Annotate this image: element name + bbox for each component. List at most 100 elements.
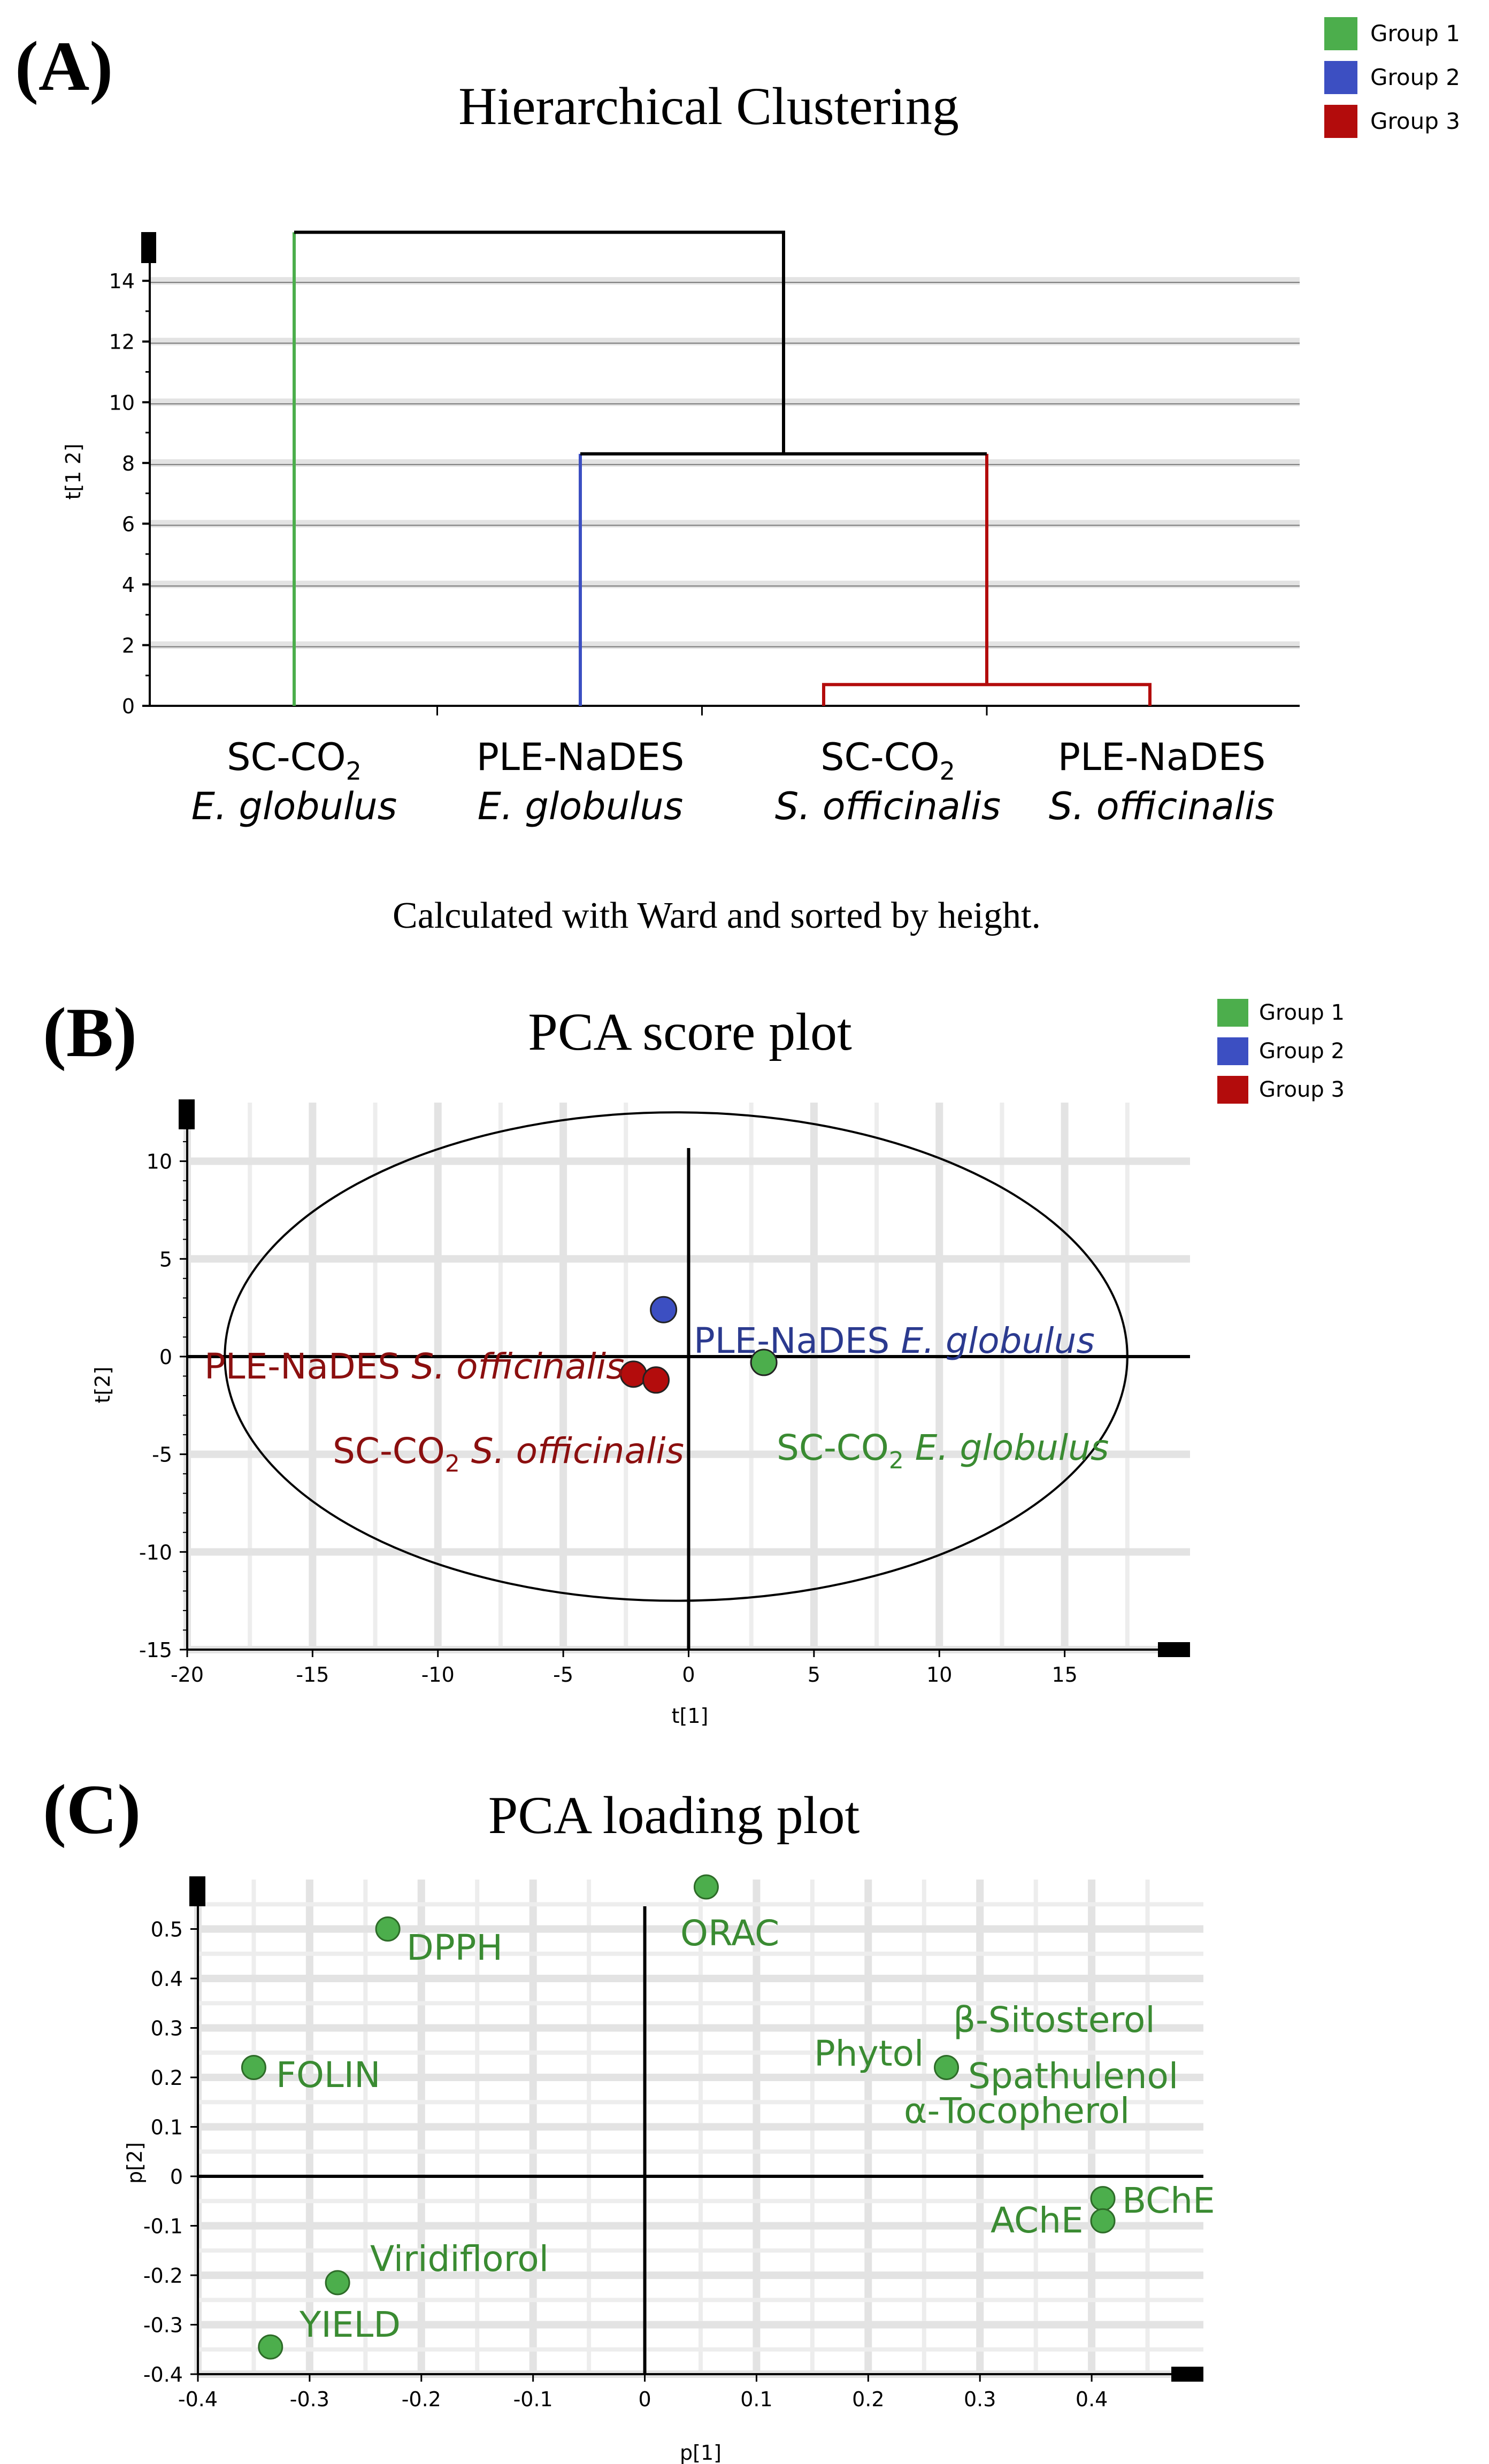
loading-plot-x-label: p[1] <box>680 2441 722 2464</box>
loading-label-dpph: DPPH <box>406 1927 503 1968</box>
category-1-species: E. globulus <box>478 784 684 828</box>
loading-point-3 <box>934 2055 960 2080</box>
loading-point-4 <box>1090 2186 1116 2212</box>
load-ytick-label-2: -0.2 <box>143 2264 183 2288</box>
loading-plot-y-label: p[2] <box>123 2142 147 2184</box>
legend-b-label-group-1: Group 1 <box>1259 1000 1345 1025</box>
dendro-ytick-label-3: 6 <box>122 512 135 536</box>
legend-b-label-group-3: Group 3 <box>1259 1077 1345 1102</box>
dendro-gridband-3 <box>150 520 1300 528</box>
label-sc-so-species: S. officinalis <box>460 1430 684 1472</box>
load-grid-y--4 <box>198 2272 1203 2279</box>
category-2-label: SC-CO2 <box>820 735 955 786</box>
label-ple-eg-prefix: PLE-NaDES <box>694 1320 901 1361</box>
score-grid-x-7 <box>1061 1103 1069 1650</box>
label-sc-co2-e-globulus: SC-CO2 E. globulus <box>777 1427 1109 1474</box>
label-sc-so-sub: 2 <box>445 1450 460 1477</box>
legend-b-swatch-group-2 <box>1217 1037 1248 1065</box>
loading-point-5 <box>1090 2208 1116 2234</box>
loading-plot-axes: -0.4 -0.3 -0.2 -0.1 0 0.1 0.2 0.3 0.4 -0.4 -0.3 -0.… <box>143 1876 1203 2411</box>
category-3-species: S. officinalis <box>1049 784 1275 828</box>
legend-b-swatch-group-3 <box>1217 1076 1248 1104</box>
load-grid-y-1 <box>198 2149 1203 2154</box>
score-point-2 <box>619 1360 647 1388</box>
load-xtick-label-7: 0.3 <box>964 2388 996 2411</box>
load-xtick-label-3: -0.1 <box>513 2388 553 2411</box>
load-grid-y-2 <box>198 2123 1203 2131</box>
load-ytick-label-7: 0.3 <box>151 2017 183 2040</box>
load-ytick-label-9: 0.5 <box>151 1918 183 1942</box>
label-sc-co2-s-officinalis: SC-CO2 S. officinalis <box>333 1430 684 1477</box>
score-grid-x-minor-17.5 <box>1125 1103 1130 1650</box>
score-xtick-label-3: -5 <box>553 1663 573 1687</box>
legend-label-group-3: Group 3 <box>1370 108 1460 134</box>
legend-label-group-2: Group 2 <box>1370 64 1460 90</box>
panel-label-c: (C) <box>43 1770 141 1849</box>
dendrogram-links <box>293 230 1152 706</box>
loading-label-alpha-tocopherol: α-Tocopherol <box>904 2090 1130 2131</box>
score-xtick-label-1: -15 <box>296 1663 329 1687</box>
score-ytick-label-5: 10 <box>147 1150 172 1174</box>
panel-label-a: (A) <box>15 27 113 105</box>
score-axis-handle-x <box>1158 1642 1190 1657</box>
score-plot-panel: (B) PCA score plot Group 1 Group 2 Group… <box>43 993 1345 1728</box>
load-axis-handle-x <box>1171 2367 1203 2382</box>
load-grid-y--3 <box>198 2248 1203 2253</box>
score-grid-x-6 <box>935 1103 943 1650</box>
dendro-axis-handle <box>141 232 156 263</box>
legend-b-swatch-group-1 <box>1217 999 1248 1027</box>
dendro-link-s-officinalis-merge <box>822 683 1152 706</box>
panel-label-b: (B) <box>43 993 137 1072</box>
load-ytick-label-0: -0.4 <box>143 2363 183 2386</box>
category-2-subscript: 2 <box>940 757 955 786</box>
label-ple-so-species: S. officinalis <box>411 1346 624 1387</box>
load-grid-y-5 <box>198 2050 1203 2055</box>
score-grid-x-2 <box>434 1103 442 1650</box>
load-xtick-label-1: -0.3 <box>290 2388 329 2411</box>
loading-label-orac: ORAC <box>680 1913 779 1954</box>
category-1-main: PLE-NaDES <box>477 735 685 779</box>
dendro-ytick-label-6: 12 <box>109 330 135 354</box>
load-xtick-label-0: -0.4 <box>178 2388 218 2411</box>
legend-b-label-group-2: Group 2 <box>1259 1039 1345 1064</box>
legend-middle: Group 1 Group 2 Group 3 <box>1217 999 1345 1104</box>
category-0-subscript: 2 <box>346 757 362 786</box>
category-0-main: SC-CO <box>227 735 346 779</box>
loading-plot-point-labels: ORAC DPPH FOLIN Phytol β-Sitosterol Spat… <box>276 1913 1215 2345</box>
label-sc-eg-main: SC-CO <box>777 1427 889 1468</box>
score-grid-x-minor--7.5 <box>498 1103 503 1650</box>
load-xtick-label-5: 0.1 <box>740 2388 772 2411</box>
load-grid-y-6 <box>198 2024 1203 2032</box>
score-grid-x-5 <box>810 1103 818 1650</box>
loading-label-spathulenol: Spathulenol <box>968 2055 1178 2097</box>
score-grid-x-3 <box>559 1103 567 1650</box>
dendro-ytick-label-1: 2 <box>122 634 135 657</box>
score-xtick-label-5: 5 <box>808 1663 820 1687</box>
dendro-gridband-1 <box>150 641 1300 649</box>
category-1-label: PLE-NaDES <box>477 735 685 779</box>
label-ple-so-prefix: PLE-NaDES <box>204 1346 411 1387</box>
loading-plot-grid <box>194 1880 1203 2378</box>
dendro-ytick-label-4: 8 <box>122 452 135 475</box>
load-ytick-label-5: 0.1 <box>151 2116 183 2139</box>
load-grid-y--1 <box>198 2199 1203 2204</box>
loading-label-yield: YIELD <box>299 2304 401 2345</box>
dendro-gridband-5 <box>150 398 1300 406</box>
score-plot-y-label: t[2] <box>91 1367 114 1404</box>
score-ytick-label-3: 0 <box>159 1345 172 1369</box>
score-point-3 <box>642 1366 670 1394</box>
loading-label-phytol: Phytol <box>814 2033 924 2074</box>
load-grid-y--6 <box>198 2321 1203 2329</box>
label-ple-eg-species: E. globulus <box>901 1320 1095 1361</box>
score-xtick-label-6: 10 <box>926 1663 952 1687</box>
dendro-ytick-label-5: 10 <box>109 391 135 414</box>
category-3-label: PLE-NaDES <box>1058 735 1266 779</box>
loading-plot-points <box>241 1874 1116 2360</box>
dendro-gridband-4 <box>150 459 1300 467</box>
label-sc-eg-species: E. globulus <box>904 1427 1109 1468</box>
label-sc-so-main: SC-CO <box>333 1430 445 1472</box>
dendro-gridband-6 <box>150 337 1300 345</box>
load-grid-y-9 <box>198 1951 1203 1956</box>
loading-label-beta-sitosterol: β-Sitosterol <box>953 1999 1155 2040</box>
